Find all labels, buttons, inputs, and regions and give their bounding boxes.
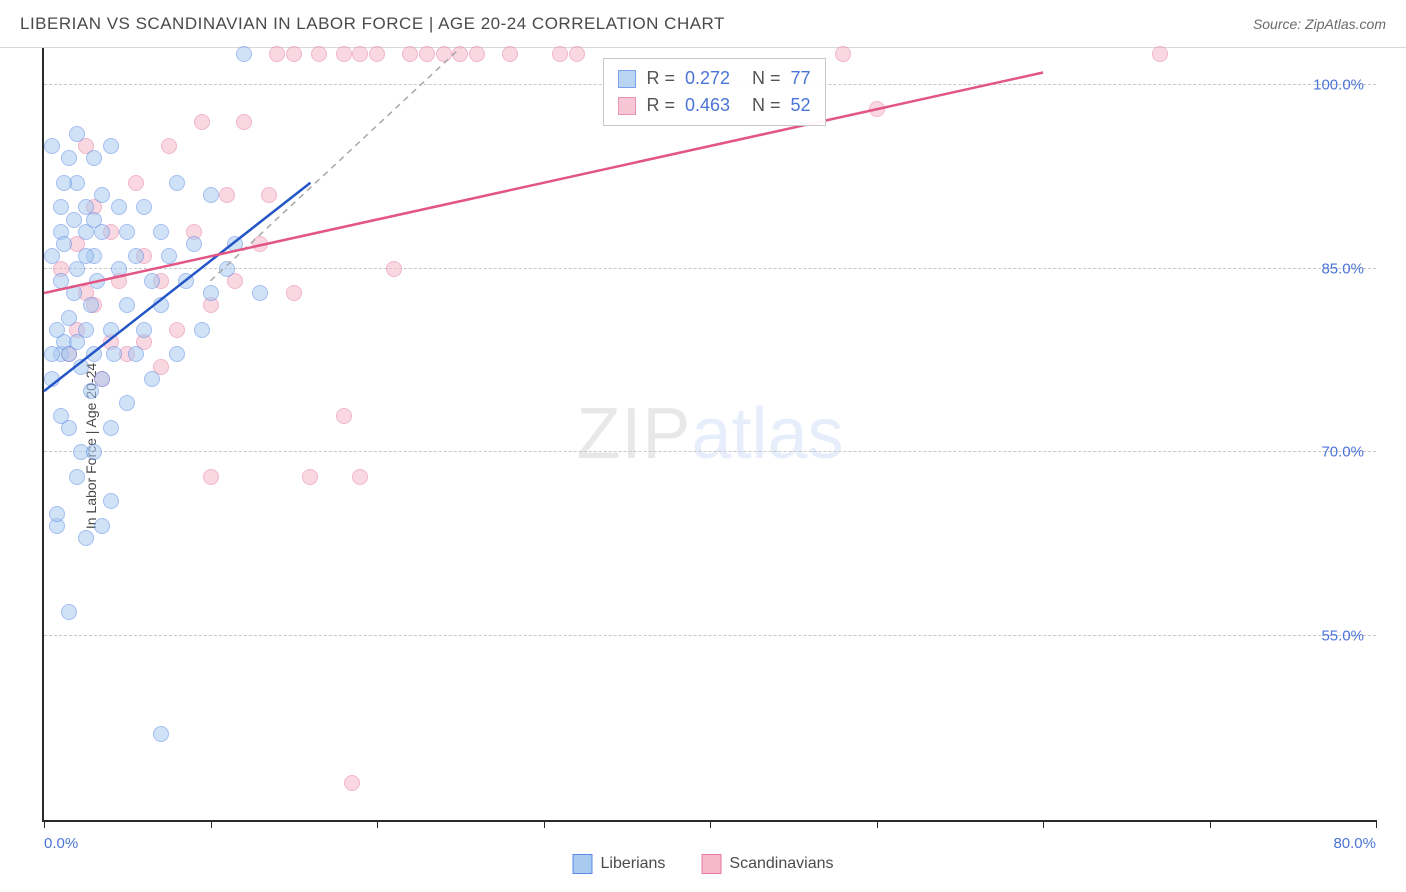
legend-item-liberians: Liberians xyxy=(572,854,665,874)
x-tick xyxy=(211,820,212,828)
stat-r-label: R = xyxy=(646,92,675,119)
chart-container: LIBERIAN VS SCANDINAVIAN IN LABOR FORCE … xyxy=(0,0,1406,892)
x-tick-label: 80.0% xyxy=(1333,835,1376,852)
x-tick xyxy=(1043,820,1044,828)
stats-row-liberians: R = 0.272 N = 77 xyxy=(618,65,810,92)
legend-item-scandinavians: Scandinavians xyxy=(701,854,833,874)
legend-swatch-liberians xyxy=(572,854,592,874)
legend-label-liberians: Liberians xyxy=(600,855,665,873)
x-tick-label: 0.0% xyxy=(44,835,78,852)
bottom-legend: Liberians Scandinavians xyxy=(572,854,833,874)
stat-n-value: 77 xyxy=(791,65,811,92)
trend-line xyxy=(44,48,1376,820)
stats-swatch xyxy=(618,70,636,88)
stats-row-scandinavians: R = 0.463 N = 52 xyxy=(618,92,810,119)
x-tick xyxy=(1210,820,1211,828)
stat-n-value: 52 xyxy=(791,92,811,119)
x-tick xyxy=(877,820,878,828)
stat-n-label: N = xyxy=(752,92,781,119)
legend-label-scandinavians: Scandinavians xyxy=(729,855,833,873)
stat-r-label: R = xyxy=(646,65,675,92)
stat-r-value: 0.463 xyxy=(685,92,730,119)
x-tick xyxy=(377,820,378,828)
chart-title: LIBERIAN VS SCANDINAVIAN IN LABOR FORCE … xyxy=(20,14,725,34)
source-label: Source: ZipAtlas.com xyxy=(1253,16,1386,32)
plot-area: ZIPatlas 55.0%70.0%85.0%100.0%0.0%80.0%R… xyxy=(42,48,1376,822)
stats-swatch xyxy=(618,97,636,115)
x-tick xyxy=(544,820,545,828)
stat-r-value: 0.272 xyxy=(685,65,730,92)
legend-swatch-scandinavians xyxy=(701,854,721,874)
stat-n-label: N = xyxy=(752,65,781,92)
x-tick xyxy=(710,820,711,828)
x-tick xyxy=(44,820,45,828)
x-tick xyxy=(1376,820,1377,828)
stats-legend: R = 0.272 N = 77 R = 0.463 N = 52 xyxy=(603,58,825,126)
header: LIBERIAN VS SCANDINAVIAN IN LABOR FORCE … xyxy=(0,0,1406,48)
